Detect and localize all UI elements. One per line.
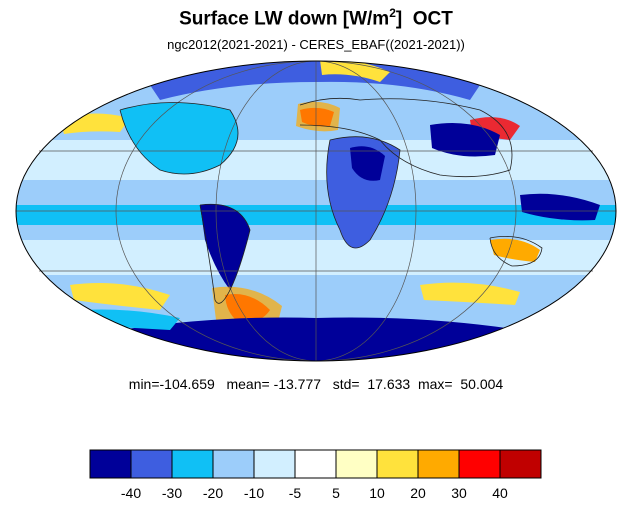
map-border [15,60,617,362]
colorbar-tick-label: 20 [410,485,426,501]
coast-eurasia [299,97,513,178]
coast-north-america [119,102,239,175]
colorbar-tick-label: -40 [121,485,141,501]
plot-title: Surface LW down [W/m2] OCT [0,6,632,30]
colorbar-box [212,449,255,479]
colorbar-box [376,449,419,479]
coast-south-america [199,203,251,304]
colorbar-labels: -40 -30 -20 -10 -5 5 10 20 30 40 [121,485,508,501]
stat-max-label: max= [417,376,453,392]
stats-line: min=-104.659 mean= -13.777 std= 17.633 m… [0,376,632,392]
field-sahara [350,146,385,181]
field-north-america [120,102,238,174]
field-south-america [200,204,250,290]
stat-mean-label: mean= [226,376,270,392]
colorbar-tick-label: -10 [244,485,264,501]
colorbar-boxes [89,449,542,479]
field-west-pacific-negative [520,193,600,221]
plot-subtitle: ngc2012(2021-2021) - CERES_EBAF((2021-20… [167,37,465,52]
colorbar-box [417,449,460,479]
colorbar-box [335,449,378,479]
field-siberia-positive [320,61,390,82]
colorbar-box [89,449,132,479]
title-month: OCT [412,8,453,30]
coast-africa [326,136,401,249]
colorbar-box [294,449,337,479]
field-central-asia [430,122,500,157]
colorbar-box [253,449,296,479]
colorbar-tick-label: -5 [289,485,302,501]
coast-australia [489,235,543,267]
stat-std: 17.633 [367,376,411,392]
colorbar-tick-label: 30 [451,485,467,501]
field-south-pacific-positive [70,282,170,310]
field-australia-positive [490,238,540,262]
stat-min-label: min= [128,376,160,392]
title-text: Surface LW down [W/m [179,8,390,30]
colorbar-tick-label: -20 [203,485,223,501]
coastlines [119,97,543,304]
stat-max: 50.004 [460,376,504,392]
colorbar-box [458,449,501,479]
field-europe-halo [296,101,340,132]
title-superscript: 2 [389,6,396,20]
colorbar-tick-label: 5 [332,485,340,501]
colorbar-tick-label: -30 [162,485,182,501]
colorbar-box [499,449,542,479]
colorbar-tick-label: 10 [369,485,385,501]
stat-min: -104.659 [159,376,215,392]
stat-mean: -13.777 [273,376,322,392]
field-arctic [150,61,480,100]
colorbar-tick-label: 40 [492,485,508,501]
colorbar-box [130,449,173,479]
field-indian-ocean-positive [420,282,520,305]
colorbar-box [171,449,214,479]
stat-std-label: std= [332,376,360,392]
title-bracket: ] [395,8,403,30]
